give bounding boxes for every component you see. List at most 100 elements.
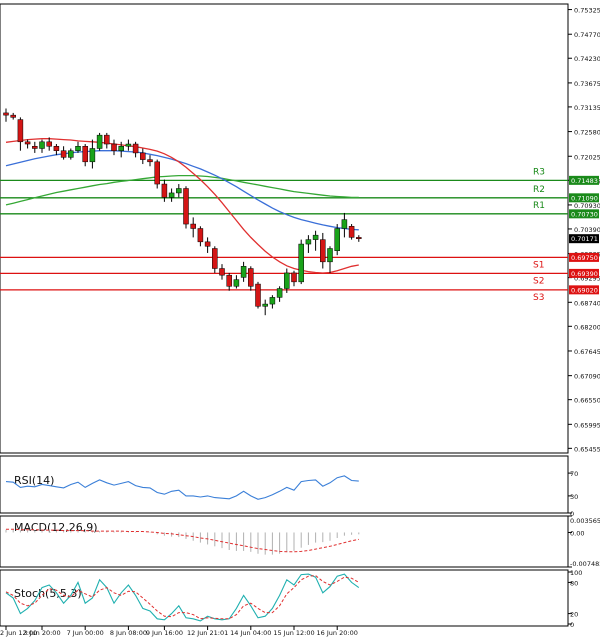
price-tick-label: 0.67645 [574, 348, 600, 356]
level-label-r2: R2 [533, 185, 545, 195]
candle [212, 246, 218, 273]
candle [17, 117, 24, 151]
candle [183, 186, 189, 229]
time-axis: 2 Jun 12:003 Jun 20:00 7 Jun 00:00 8 Jun 0… [0, 626, 358, 637]
level-price-box [569, 268, 599, 278]
candle-body [334, 228, 340, 251]
candle-body [53, 146, 60, 151]
candle [39, 139, 45, 153]
candle-body [3, 112, 9, 116]
price-tick-label: 0.68200 [574, 323, 600, 331]
candle-body [305, 239, 312, 245]
candle-body [248, 268, 254, 287]
candle-body [240, 266, 247, 278]
level-price-box [569, 193, 599, 203]
level-price-label: 0.69390 [571, 270, 598, 278]
candle-body [75, 146, 81, 151]
support-resistance-levels: R3 0.71483 R2 0.71090 R1 0.70730 S1 0.69750 S2 0.… [0, 167, 599, 303]
candle-body [132, 143, 139, 154]
price-tick-label: 0.75325 [574, 7, 600, 15]
stoch-tick-label: 80 [570, 579, 578, 587]
candle-body [356, 237, 362, 239]
candle-body [140, 152, 146, 160]
candle [334, 224, 340, 256]
candle [3, 108, 9, 122]
candle [320, 232, 326, 269]
candle-body [233, 279, 240, 287]
candle [147, 155, 153, 167]
candle-body [327, 248, 333, 263]
candle [305, 235, 312, 253]
candle-body [320, 239, 326, 263]
macd-tick-label: 0.003565 [570, 517, 600, 525]
price-tick-label: 0.74770 [574, 31, 600, 39]
price-tick-label: 0.69295 [574, 275, 600, 283]
candle-body [60, 150, 67, 158]
candle [176, 184, 182, 198]
level-price-box [569, 175, 599, 185]
candle-body [111, 143, 117, 151]
candle [291, 270, 297, 287]
candle-body [154, 161, 160, 185]
candle [327, 246, 333, 273]
candle-body [312, 234, 319, 240]
candle-body [219, 268, 225, 276]
price-tick-label: 0.70390 [574, 226, 600, 234]
candle [298, 239, 304, 285]
rsi-panel: RSI(14) 70 30 0 [5, 470, 578, 518]
candle-body [104, 134, 110, 145]
price-tick-label: 0.68740 [574, 299, 600, 307]
candle-body [10, 114, 16, 118]
level-price-label: 0.71483 [571, 177, 598, 185]
candle [75, 141, 81, 153]
stoch-d-line [5, 575, 360, 620]
candle-body [291, 272, 297, 283]
macd-tick-label: -0.007482 [570, 560, 600, 568]
candle-body [68, 150, 74, 158]
current-price-marker: 0.70171 [569, 234, 599, 244]
candle-body [147, 159, 153, 163]
candle-body [284, 272, 290, 289]
rsi-panel-frame [0, 455, 569, 514]
stoch-tick-label: 0 [570, 621, 574, 629]
candle [226, 272, 232, 291]
price-tick-label: 0.70930 [574, 202, 600, 210]
candle [111, 139, 117, 156]
candle [341, 212, 348, 238]
candle [140, 148, 146, 165]
candle [132, 141, 139, 158]
level-price-box [569, 252, 599, 262]
level-price-label: 0.70730 [571, 210, 598, 218]
candle-body [82, 146, 88, 163]
candle-body [125, 143, 132, 147]
stoch-k-line [5, 573, 360, 622]
candle [96, 132, 103, 151]
level-label-s2: S2 [533, 276, 544, 286]
candle [269, 295, 276, 309]
candle-body [168, 192, 175, 198]
rsi-line [5, 475, 359, 500]
candle-body [212, 248, 218, 269]
candle-body [298, 243, 304, 283]
candle [356, 235, 362, 242]
candle-body [46, 141, 52, 147]
current-price-label: 0.70171 [571, 235, 598, 243]
candle [161, 179, 168, 202]
candle-body [226, 274, 232, 287]
candle [190, 217, 196, 238]
time-tick-label: 7 Jun 00:00 [67, 629, 104, 637]
time-tick-label: 16 Jun 20:00 [317, 629, 358, 637]
price-tick-label: 0.73135 [574, 104, 600, 112]
macd-signal-line [6, 528, 359, 553]
time-tick-label: 15 Jun 12:00 [273, 629, 314, 637]
candle-body [204, 241, 211, 247]
candle [255, 281, 261, 309]
candle-body [341, 219, 348, 229]
candle [32, 141, 38, 153]
level-price-box [569, 209, 599, 219]
candle [82, 144, 88, 167]
candle-body [176, 188, 182, 194]
macd-panel-frame [0, 515, 569, 568]
candle [118, 141, 124, 158]
